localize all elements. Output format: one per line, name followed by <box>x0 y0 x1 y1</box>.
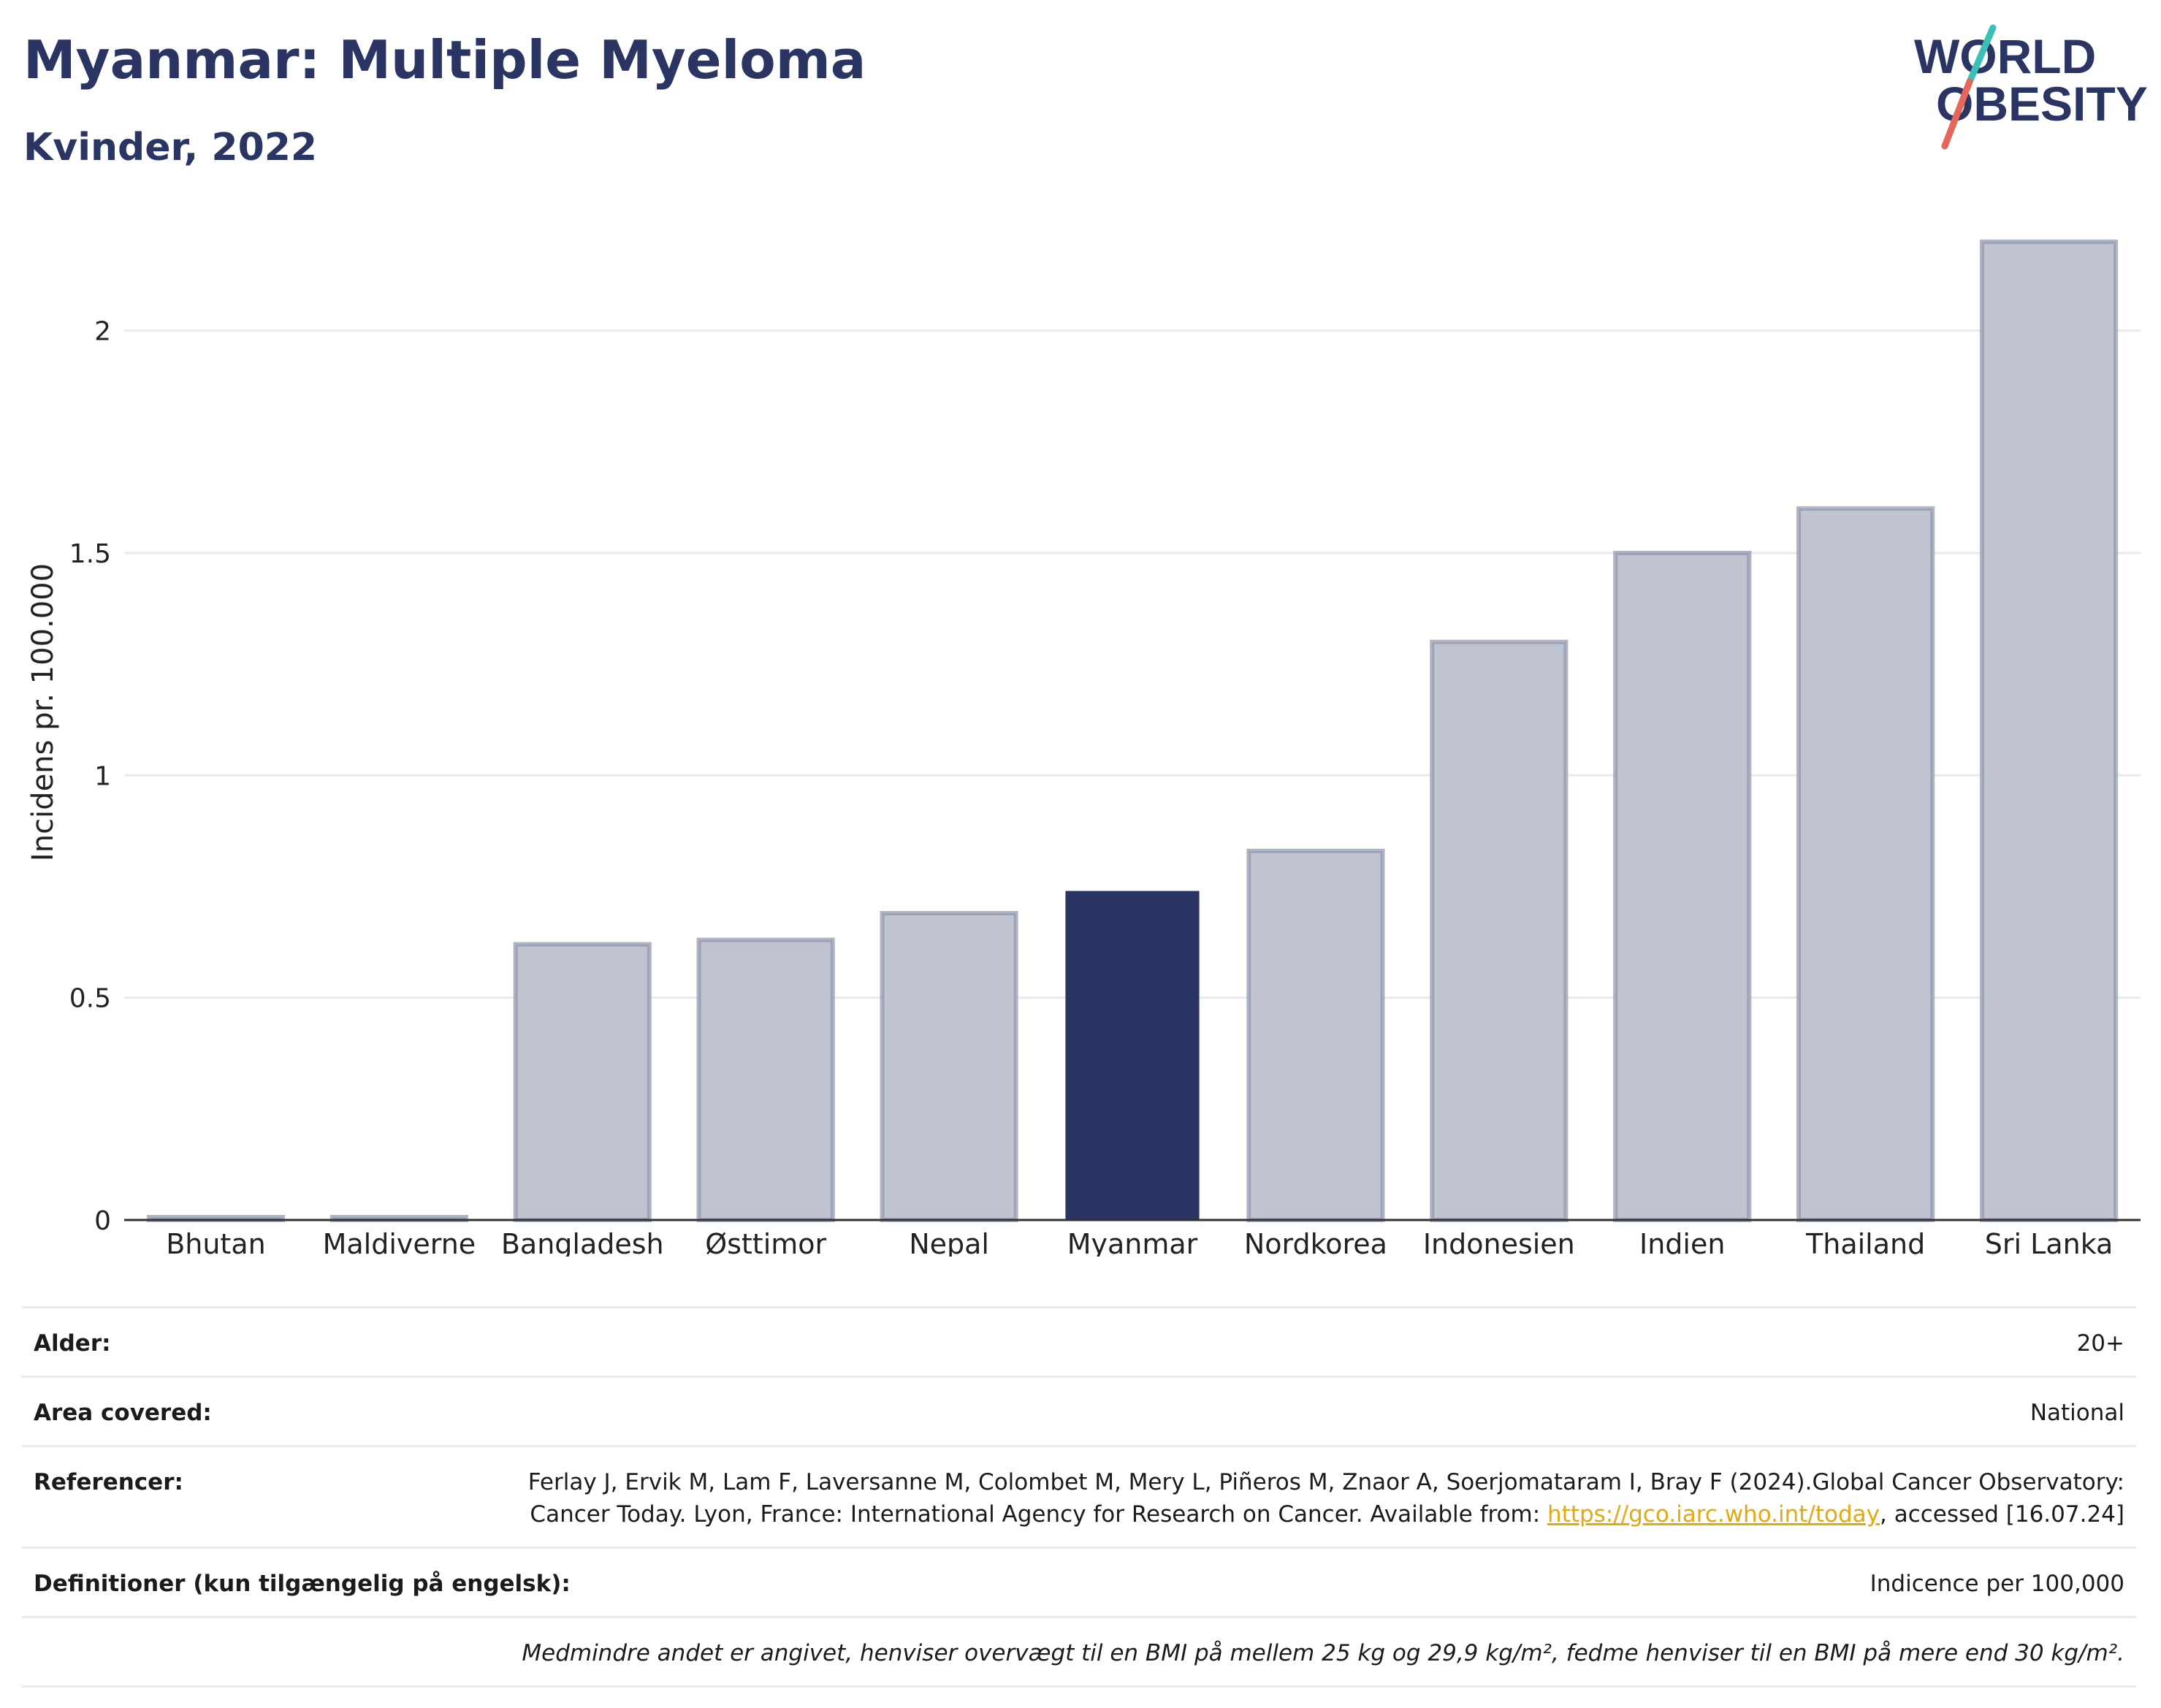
bar-nordkorea <box>1246 848 1385 1222</box>
info-row-age: Alder: 20+ <box>22 1306 2136 1376</box>
definitions-label: Definitioner (kun tilgængelig på engelsk… <box>34 1571 571 1597</box>
references-link[interactable]: https://gco.iarc.who.int/today <box>1547 1501 1880 1528</box>
bar-chart: 0 0.5 1 1.5 2 Bhutan Maldiverne Bangladesh Østti… <box>26 239 2141 1257</box>
bars <box>146 239 2119 1223</box>
age-value: 20+ <box>2076 1330 2124 1357</box>
y-tick-label: 2 <box>94 317 111 347</box>
x-tick-label: Nordkorea <box>1244 1228 1387 1257</box>
bar-myanmar <box>1065 891 1200 1220</box>
info-row-area: Area covered: National <box>22 1376 2136 1445</box>
x-tick-label: Indonesien <box>1423 1228 1575 1257</box>
age-label: Alder: <box>34 1330 111 1357</box>
info-row-definitions: Definitioner (kun tilgængelig på engelsk… <box>22 1547 2136 1616</box>
references-text-1: Ferlay J, Ervik M, Lam F, Laversanne M, … <box>527 1469 2124 1528</box>
references-label: Referencer: <box>34 1469 183 1495</box>
logo-line1: WORLD <box>1914 29 2096 83</box>
bar-sri-lanka <box>1979 239 2119 1223</box>
x-tick-label: Bangladesh <box>501 1228 664 1257</box>
page-subtitle: Kvinder, 2022 <box>23 126 318 169</box>
page-title: Myanmar: Multiple Myeloma <box>23 29 866 91</box>
world-obesity-logo: WORLD OBESITY <box>1914 24 2148 150</box>
axes: 0 0.5 1 1.5 2 Bhutan Maldiverne Bangladesh Østti… <box>69 317 2141 1257</box>
x-tick-label: Østtimor <box>705 1228 826 1257</box>
info-row-note: Medmindre andet er angivet, henviser ove… <box>22 1616 2136 1688</box>
y-axis-label: Incidens pr. 100.000 <box>26 563 60 861</box>
bar-indonesien <box>1430 639 1569 1222</box>
info-row-references: Referencer: Ferlay J, Ervik M, Lam F, La… <box>22 1445 2136 1547</box>
references-text-2: , accessed [16.07.24] <box>1879 1501 2124 1528</box>
y-tick-label: 1.5 <box>69 539 111 569</box>
bar-bangladesh <box>513 942 652 1222</box>
bar-thailand <box>1796 506 1935 1222</box>
y-tick-label: 0 <box>94 1206 111 1236</box>
x-tick-label: Bhutan <box>166 1228 266 1257</box>
y-tick-label: 1 <box>94 761 111 791</box>
x-tick-label: Myanmar <box>1067 1228 1198 1257</box>
bar-indien <box>1613 550 1752 1222</box>
x-tick-label: Maldiverne <box>323 1228 476 1257</box>
x-tick-label: Sri Lanka <box>1985 1228 2114 1257</box>
info-table: Alder: 20+ Area covered: National Refere… <box>22 1306 2136 1688</box>
x-tick-label: Nepal <box>909 1228 989 1257</box>
x-tick-label: Thailand <box>1805 1228 1925 1257</box>
bar-nepal <box>880 911 1018 1222</box>
y-tick-label: 0.5 <box>69 984 111 1014</box>
area-value: National <box>2029 1400 2124 1426</box>
bmi-note: Medmindre andet er angivet, henviser ove… <box>522 1640 2124 1666</box>
area-label: Area covered: <box>34 1400 212 1426</box>
definitions-value: Indicence per 100,000 <box>1870 1571 2124 1597</box>
references-value: Ferlay J, Ervik M, Lam F, Laversanne M, … <box>517 1466 2124 1530</box>
x-tick-label: Indien <box>1639 1228 1725 1257</box>
bar-østtimor <box>696 937 835 1222</box>
